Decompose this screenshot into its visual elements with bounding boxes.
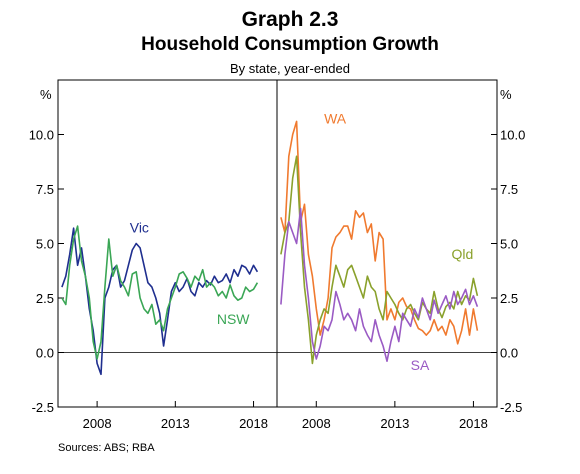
series-label-qld: Qld	[452, 246, 474, 262]
y-tick-label-right: 0.0	[500, 346, 518, 361]
x-tick-label: 2018	[459, 416, 488, 431]
y-tick-label-left: 2.5	[36, 291, 54, 306]
chart-caption: By state, year-ended	[230, 61, 350, 76]
series-label-vic: Vic	[130, 220, 149, 236]
y-tick-label-left: -2.5	[32, 400, 54, 415]
y-tick-label-left: 0.0	[36, 346, 54, 361]
series-label-nsw: NSW	[217, 311, 250, 327]
y-tick-label-right: 5.0	[500, 237, 518, 252]
y-tick-label-right: 2.5	[500, 291, 518, 306]
y-unit-right: %	[500, 87, 512, 102]
series-line-wa	[280, 120, 479, 345]
series-label-wa: WA	[324, 111, 347, 127]
y-tick-label-left: 5.0	[36, 237, 54, 252]
x-tick-label: 2008	[83, 416, 112, 431]
series-line-vic	[61, 227, 259, 376]
chart-subtitle: Household Consumption Growth	[141, 34, 439, 55]
x-tick-label: 2018	[239, 416, 268, 431]
series-line-qld	[280, 155, 479, 365]
y-tick-label-left: 7.5	[36, 182, 54, 197]
x-tick-label: 2008	[302, 416, 331, 431]
y-unit-left: %	[40, 87, 52, 102]
panel-2: 2008 2013 2018 WA Qld SA	[277, 111, 497, 431]
y-tick-label-right: 7.5	[500, 182, 518, 197]
y-tick-label-left: 10.0	[29, 128, 54, 143]
chart-title: Graph 2.3	[241, 8, 339, 31]
series-line-nsw	[61, 225, 259, 360]
x-tick-label: 2013	[380, 416, 409, 431]
series-label-sa: SA	[411, 357, 430, 373]
series-line-sa	[280, 207, 479, 363]
panel-1: 2008 2013 2018 Vic NSW	[58, 220, 277, 431]
x-tick-label: 2013	[161, 416, 190, 431]
y-tick-label-right: -2.5	[500, 400, 522, 415]
y-tick-label-right: 10.0	[500, 128, 525, 143]
source-note: Sources: ABS; RBA	[58, 442, 155, 454]
